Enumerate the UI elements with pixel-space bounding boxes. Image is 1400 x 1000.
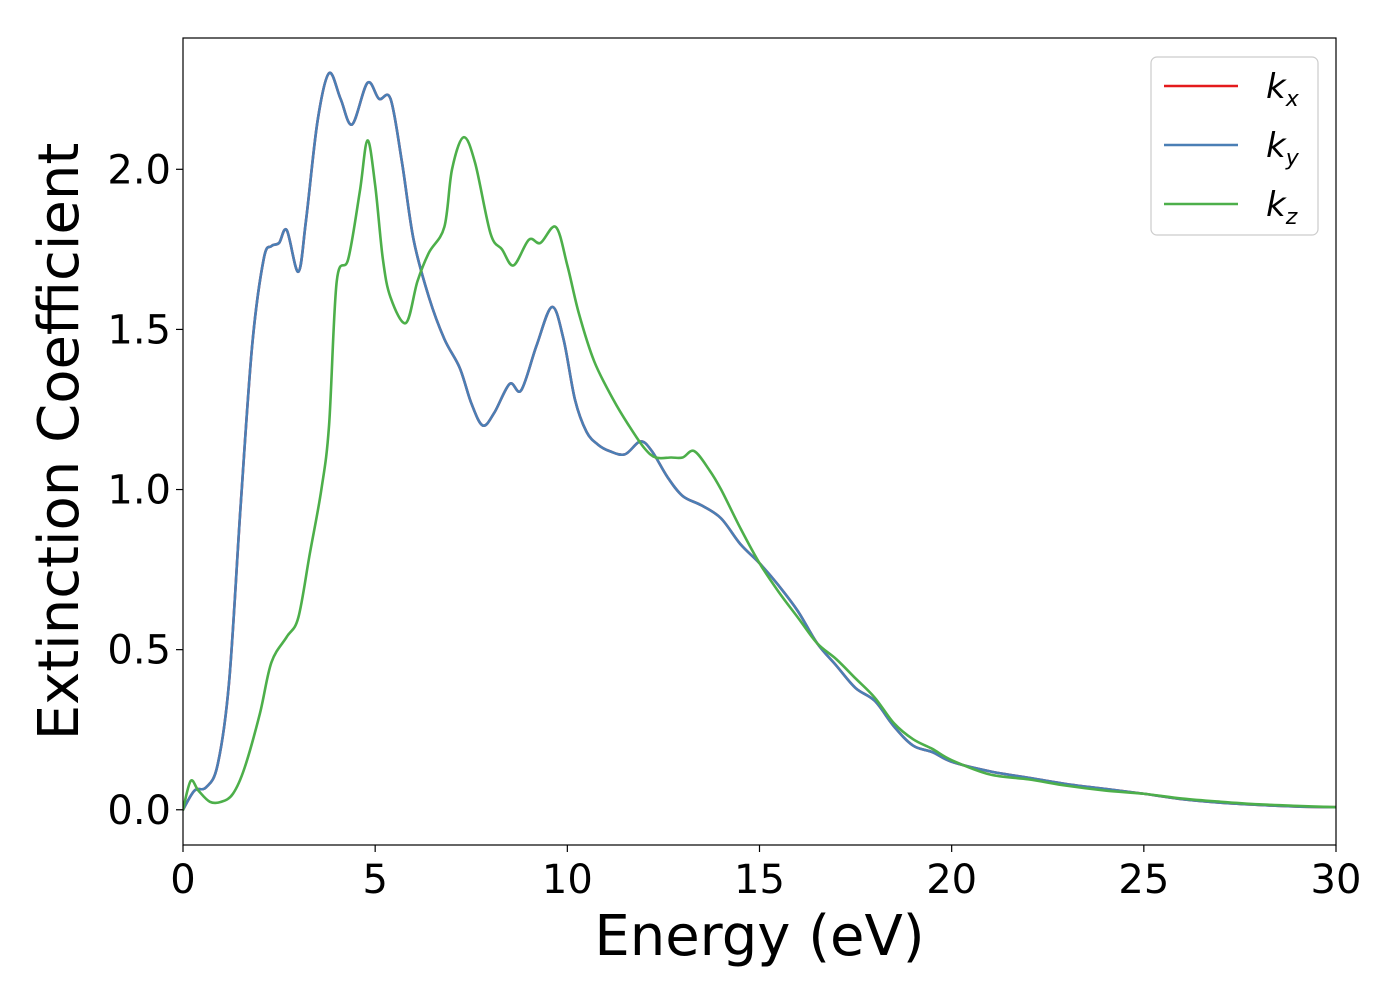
series-line-ky — [183, 71, 1336, 812]
x-tick-label: 20 — [926, 857, 977, 903]
x-tick-label: 5 — [362, 857, 387, 903]
axes: 0 5 10 15 20 25 30 0.0 0.5 1.0 1.5 2.0 — [107, 37, 1362, 903]
y-tick-label: 0.0 — [107, 788, 171, 834]
y-tick-label: 1.5 — [107, 307, 171, 353]
x-tick-label: 25 — [1118, 857, 1169, 903]
legend-label-ky: ky — [1266, 126, 1300, 171]
x-tick-label: 15 — [734, 857, 785, 903]
y-tick-label: 1.0 — [107, 468, 171, 514]
x-axis-title: Energy (eV) — [594, 904, 924, 969]
y-axis-title: Extinction Coefficient — [27, 143, 92, 741]
plot-area — [183, 71, 1336, 812]
legend: kx ky kz — [1150, 56, 1319, 236]
y-tick-label: 0.5 — [107, 628, 171, 674]
x-tick-label: 30 — [1311, 857, 1362, 903]
legend-label-kx: kx — [1266, 67, 1300, 112]
series-line-kz — [183, 135, 1336, 812]
y-tick-label: 2.0 — [107, 147, 171, 193]
x-tick-label: 10 — [542, 857, 593, 903]
legend-label-kz: kz — [1266, 185, 1298, 230]
x-tick-label: 0 — [170, 857, 195, 903]
